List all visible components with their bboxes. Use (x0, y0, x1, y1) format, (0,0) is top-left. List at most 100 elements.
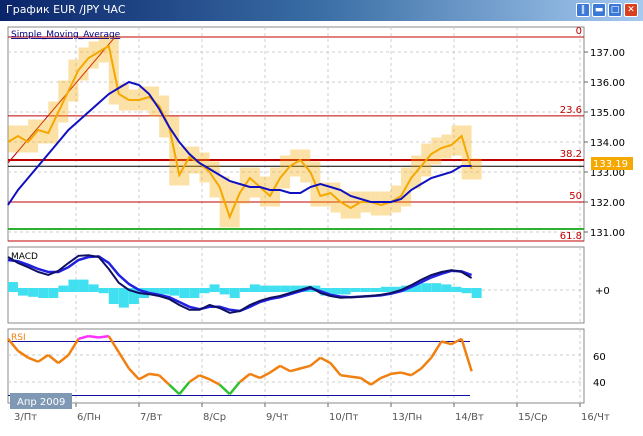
chart-window: 3/Пт 6/Пн 7/Вт 8/Ср 9/Чт 10/Пт 13/Пн 14/Вт 15/Ср… (0, 21, 643, 436)
chart-canvas[interactable]: 3/Пт 6/Пн 7/Вт 8/Ср 9/Чт 10/Пт 13/Пн 14/Вт 15/Ср… (0, 21, 643, 436)
x-tick-label: 9/Чт (266, 412, 289, 423)
trendline (7, 38, 115, 164)
macd-histogram-bar (239, 288, 250, 292)
macd-histogram-bar (48, 288, 59, 298)
rsi-segment (178, 381, 191, 395)
date-badge-text: Апр 2009 (17, 397, 65, 408)
macd-histogram-bar (249, 284, 260, 292)
macd-zero-label: +0 (595, 286, 610, 297)
rsi-segment (450, 337, 463, 346)
rsi-segment (138, 372, 150, 381)
rsi-segment (27, 356, 39, 363)
x-tick-label: 16/Чт (581, 412, 610, 423)
macd-histogram-bar (149, 288, 160, 295)
rsi-segment (188, 374, 201, 384)
rsi-segment (249, 372, 261, 380)
rsi-segment (168, 383, 181, 396)
x-tick-label: 8/Ср (203, 412, 226, 423)
pause-button[interactable]: ‖ (576, 3, 590, 17)
title-bar[interactable]: График EUR /JPY ЧАС ‖ ▬ □ ✕ (0, 0, 643, 21)
rsi-segment (430, 340, 443, 359)
macd-histogram-bar (7, 282, 18, 292)
rsi-segment (78, 334, 89, 341)
rsi-tick-40: 40 (593, 378, 606, 389)
rsi-segment (218, 383, 231, 396)
rsi-segment (329, 362, 342, 377)
macd-histogram-bar (350, 288, 361, 292)
macd-histogram-bar (108, 288, 119, 304)
rsi-segment (360, 376, 372, 386)
macd-histogram-bar (229, 288, 240, 298)
rsi-segment (37, 353, 49, 363)
macd-histogram-bar (380, 286, 391, 292)
macd-histogram-bar (270, 285, 281, 292)
macd-histogram-bar (68, 279, 79, 292)
rsi-segment (319, 356, 332, 365)
macd-histogram-bar (159, 288, 170, 295)
x-tick-label: 13/Пн (392, 412, 422, 423)
x-tick-label: 3/Пт (14, 412, 37, 423)
rsi-segment (370, 376, 382, 386)
macd-histogram-bar (280, 285, 291, 292)
price-tick-label: 136.00 (590, 78, 625, 89)
rsi-segment (390, 371, 402, 376)
rsi-tick-60: 60 (593, 352, 606, 363)
fib-level-label: 0 (576, 26, 582, 37)
macd-histogram-bar (58, 285, 69, 292)
date-badge (10, 393, 72, 409)
price-tick-label: 132.00 (590, 198, 625, 209)
main-panel (7, 26, 585, 242)
macd-label: MACD (11, 252, 38, 262)
close-button[interactable]: ✕ (624, 3, 638, 17)
rsi-segment (47, 354, 60, 365)
minimize-button[interactable]: ▬ (592, 3, 606, 17)
price-candle-range (471, 158, 482, 180)
rsi-segment (350, 375, 361, 380)
macd-histogram-bar (370, 288, 381, 292)
macd-histogram-bar (98, 288, 109, 294)
macd-histogram-bar (219, 288, 230, 295)
x-tick-label: 6/Пн (77, 412, 101, 423)
macd-histogram-bar (461, 288, 472, 294)
rsi-segment (199, 374, 211, 381)
macd-histogram-bar (290, 285, 301, 292)
macd-histogram-bar (451, 286, 462, 292)
price-tick-label: 133.00 (590, 168, 625, 179)
macd-histogram-bar (78, 279, 89, 292)
rsi-segment (158, 374, 171, 386)
rsi-segment (57, 354, 70, 365)
x-tick-label: 7/Вт (140, 412, 163, 423)
x-tick-label: 14/Вт (455, 412, 484, 423)
window-title: График EUR /JPY ЧАС (6, 3, 126, 16)
price-tick-label: 134.00 (590, 138, 625, 149)
rsi-segment (309, 356, 322, 367)
rsi-segment (441, 340, 452, 346)
rsi-segment (380, 372, 392, 380)
maximize-button[interactable]: □ (608, 3, 622, 17)
current-price-badge (591, 157, 633, 170)
rsi-label: RSI (11, 333, 26, 343)
rsi-segment (17, 349, 29, 359)
rsi-segment (269, 364, 281, 374)
rsi-segment (239, 372, 251, 383)
rsi-segment (88, 334, 99, 339)
macd-histogram-bar (189, 288, 200, 298)
price-tick-label: 131.00 (590, 228, 625, 239)
rsi-segment (340, 374, 351, 378)
rsi-segment (128, 367, 140, 381)
fib-level-label: 50 (569, 191, 582, 202)
macd-series (7, 254, 473, 314)
fib-level-label: 38.2 (560, 149, 582, 160)
macd-histogram-bar (259, 285, 270, 292)
fib-level-label: 23.6 (560, 105, 582, 116)
macd-histogram-bar (18, 288, 29, 296)
rsi-segment (289, 367, 301, 373)
macd-histogram-bar (421, 283, 432, 292)
rsi-segment (410, 367, 422, 377)
rsi-segment (299, 364, 311, 370)
macd-histogram-bar (179, 288, 190, 298)
macd-histogram-bar (330, 288, 341, 295)
rsi-segment (67, 338, 80, 356)
macd-histogram-bar (441, 284, 452, 292)
x-tick-label: 15/Ср (518, 412, 547, 423)
